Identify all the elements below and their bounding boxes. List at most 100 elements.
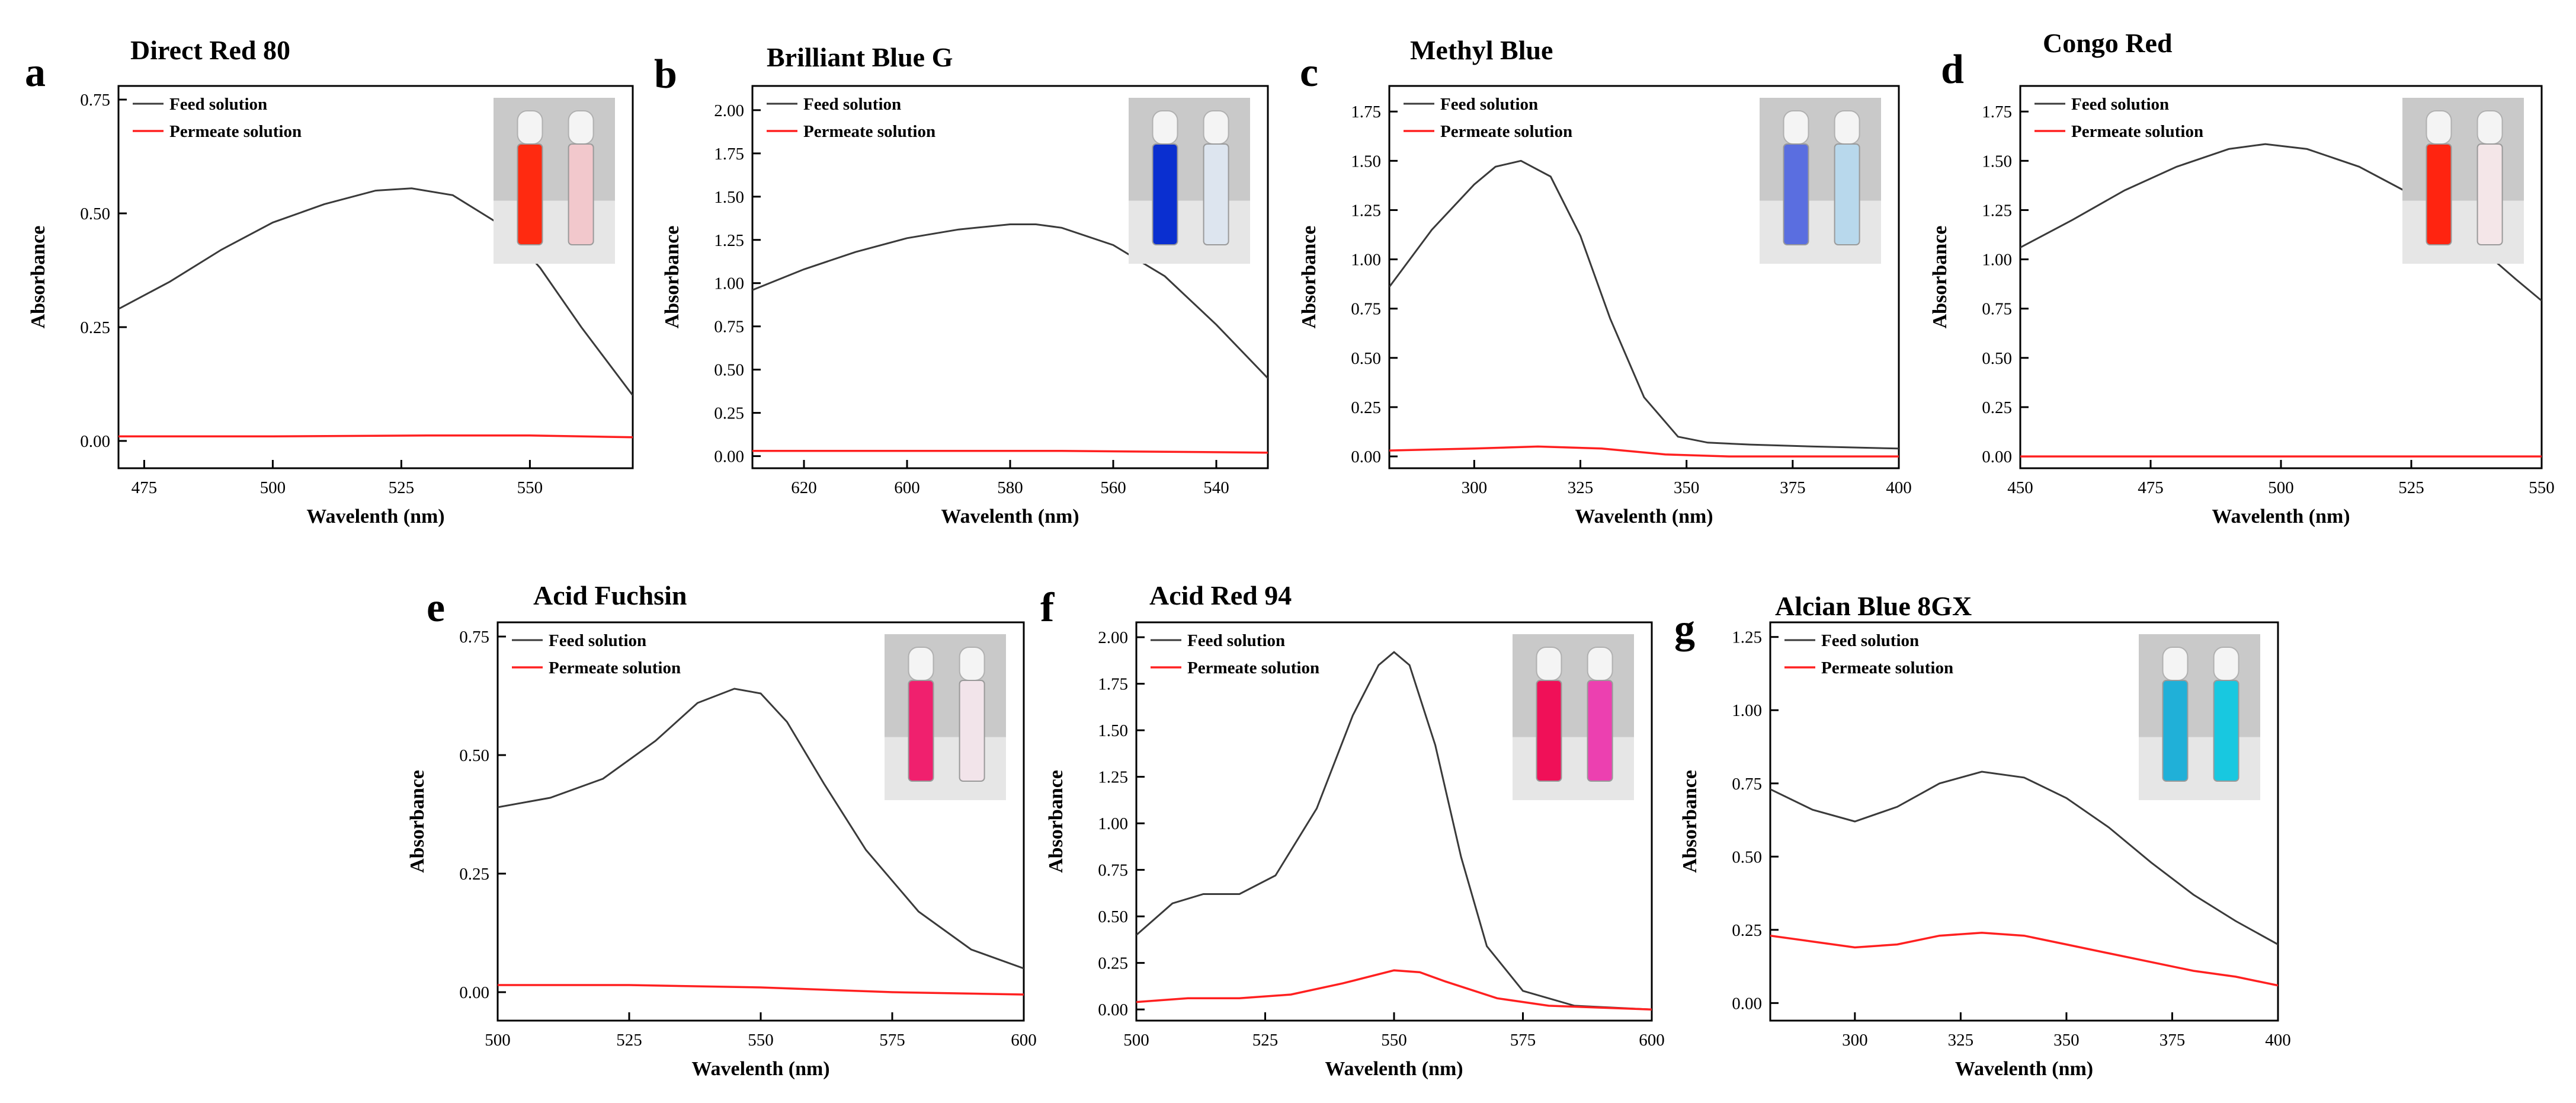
legend-feed-label: Feed solution (1440, 95, 1538, 114)
feed-vial-cap (1783, 110, 1809, 145)
y-axis-label: Absorbance (1045, 770, 1067, 873)
legend-feed-label: Feed solution (549, 631, 646, 650)
legend-feed-label: Feed solution (1821, 631, 1919, 650)
inset-table (494, 200, 615, 264)
x-axis-label: Wavelenth (nm) (306, 506, 444, 527)
permeate-solution-line (1770, 932, 2278, 987)
inset-table (1513, 737, 1634, 800)
y-tick-label: 0.75 (714, 318, 744, 337)
y-tick-label: 0.25 (1982, 398, 2012, 417)
permeate-vial (1587, 680, 1613, 782)
feed-vial (1536, 680, 1562, 782)
x-tick-label: 500 (2268, 478, 2294, 497)
permeate-solution-line (1136, 969, 1652, 1011)
x-tick-label: 300 (1842, 1031, 1868, 1050)
y-tick-label: 1.25 (1982, 201, 2012, 220)
plot-frame (1388, 85, 1900, 469)
y-tick-label: 0.75 (1351, 300, 1381, 319)
feed-solution-line (1389, 159, 1899, 450)
panel-letter: a (25, 50, 46, 95)
x-tick-label: 325 (1948, 1031, 1974, 1050)
x-tick-label: 350 (2053, 1031, 2080, 1050)
feed-vial-cap (1536, 647, 1562, 681)
y-axis-label: Absorbance (1679, 770, 1701, 873)
x-axis-label: Wavelenth (nm) (1955, 1058, 2093, 1080)
vial-photo-inset (2139, 634, 2260, 800)
y-tick-label: 0.00 (714, 447, 744, 466)
feed-solution-line (498, 688, 1024, 970)
x-axis-label: Wavelenth (nm) (1575, 506, 1713, 527)
y-tick-label: 0.50 (80, 204, 110, 223)
y-tick-label: 0.75 (1732, 775, 1762, 794)
panel-b: b Brilliant Blue G 0.00 0.25 0.50 0.75 1.00 1.2… (654, 42, 1269, 527)
feed-solution-line (1136, 651, 1652, 1011)
y-tick-label: 1.25 (714, 231, 744, 250)
vial-photo-inset (1760, 98, 1881, 264)
permeate-vial (568, 143, 594, 245)
x-tick-label: 620 (791, 478, 817, 497)
feed-solution-line (1770, 770, 2278, 945)
y-tick-label: 0.50 (1351, 349, 1381, 368)
chart-title: Acid Fuchsin (533, 580, 687, 610)
y-tick-label: 0.75 (80, 91, 110, 110)
vial-photo-inset (1129, 98, 1250, 264)
plot-frame (117, 85, 634, 469)
y-tick-label: 1.50 (1098, 721, 1128, 740)
y-tick-label: 1.50 (714, 188, 744, 207)
y-tick-label: 0.50 (1982, 349, 2012, 368)
legend-permeate-label: Permeate solution (1821, 658, 1953, 677)
y-tick-label: 1.75 (1098, 675, 1128, 694)
y-tick-label: 1.75 (1351, 103, 1381, 122)
y-tick-label: 1.50 (1351, 152, 1381, 171)
x-tick-label: 600 (1011, 1031, 1037, 1050)
x-tick-label: 560 (1100, 478, 1126, 497)
feed-vial (517, 143, 543, 245)
feed-vial (1783, 143, 1809, 245)
permeate-vial-cap (959, 647, 985, 681)
x-axis-label: Wavelenth (nm) (1325, 1058, 1463, 1080)
panel-g: g Alcian Blue 8GX 0.00 0.25 0.50 0.75 1.00 1.25… (1674, 591, 2291, 1080)
x-tick-label: 375 (1780, 478, 1806, 497)
y-tick-label: 0.50 (459, 746, 489, 765)
plot-frame (1769, 621, 2279, 1022)
y-axis-label: Absorbance (406, 770, 428, 873)
y-tick-label: 0.00 (1098, 1000, 1128, 1019)
y-tick-label: 0.25 (459, 865, 489, 884)
permeate-vial-cap (568, 110, 594, 145)
legend-feed-label: Feed solution (2071, 95, 2169, 114)
legend-permeate-label: Permeate solution (169, 122, 302, 141)
x-tick-label: 500 (485, 1031, 511, 1050)
y-tick-label: 1.00 (714, 274, 744, 293)
x-axis-label: Wavelenth (nm) (2212, 506, 2350, 527)
y-tick-label: 0.75 (1982, 300, 2012, 319)
panel-d: d Congo Red 0.00 0.25 0.50 0.75 1.00 1.25 1.50 1.… (1929, 28, 2555, 527)
legend-permeate-label: Permeate solution (1187, 658, 1319, 677)
y-tick-label: 1.25 (1351, 201, 1381, 220)
chart-title: Congo Red (2043, 28, 2173, 58)
feed-solution-line (752, 223, 1268, 379)
permeate-solution-line (1389, 445, 1899, 458)
permeate-vial (1834, 143, 1860, 245)
panel-f: f Acid Red 94 0.00 0.25 0.50 0.75 1.00 1.25 1.50… (1040, 580, 1665, 1080)
panel-letter: c (1300, 50, 1318, 95)
chart-title: Brilliant Blue G (767, 42, 953, 72)
y-tick-label: 0.00 (1732, 994, 1762, 1013)
x-tick-label: 525 (2398, 478, 2424, 497)
x-tick-label: 525 (1252, 1031, 1279, 1050)
vial-photo-inset (885, 634, 1006, 800)
x-tick-label: 550 (1381, 1031, 1407, 1050)
x-tick-label: 600 (894, 478, 920, 497)
legend-feed-label: Feed solution (169, 95, 267, 114)
legend-permeate-label: Permeate solution (549, 658, 681, 677)
y-tick-label: 1.75 (1982, 103, 2012, 122)
chart-title: Alcian Blue 8GX (1775, 591, 1972, 621)
permeate-vial-cap (2476, 110, 2503, 145)
feed-vial-cap (517, 110, 543, 145)
permeate-vial-cap (1587, 647, 1613, 681)
vial-photo-inset (1513, 634, 1634, 800)
x-tick-label: 400 (2265, 1031, 2291, 1050)
y-tick-label: 1.00 (1351, 251, 1381, 270)
panel-e: e Acid Fuchsin 0.00 0.25 0.50 0.75 500 525 550 57… (406, 580, 1037, 1080)
feed-vial (908, 680, 934, 782)
